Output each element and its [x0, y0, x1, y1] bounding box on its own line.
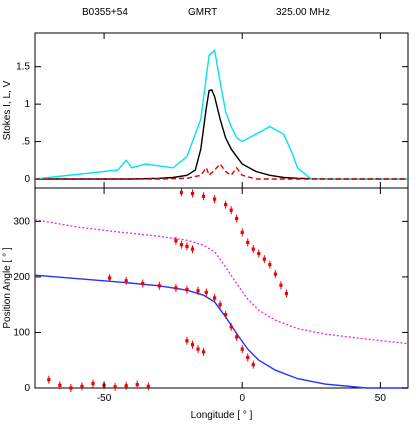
observing-frequency: 325.00 MHz — [276, 7, 330, 18]
pa-point — [246, 240, 250, 245]
pa-point — [91, 381, 95, 386]
pa-point — [212, 197, 217, 201]
pa-track-upper-isle — [174, 236, 195, 254]
pa-y-tick-label: 0 — [24, 383, 30, 394]
pa-point — [185, 244, 189, 248]
pa-track-main-track — [108, 274, 255, 369]
pa-point — [268, 263, 272, 267]
pa-point — [196, 289, 200, 293]
stokes-y-tick-label: 1 — [24, 99, 30, 110]
pa-point — [174, 239, 178, 243]
pa-point — [108, 276, 112, 280]
pa-point — [190, 343, 195, 347]
pa-point — [179, 243, 184, 247]
pa-point — [174, 286, 178, 290]
stokes-axis-title: Stokes I, L, V — [2, 80, 13, 140]
stokes-y-tick-label: 1.5 — [16, 62, 30, 73]
pa-point — [284, 291, 289, 296]
pa-point — [58, 383, 62, 387]
pa-y-tick-label: 300 — [13, 216, 30, 227]
pa-point — [279, 283, 283, 287]
pa-y-tick-label: 200 — [13, 272, 30, 283]
telescope-name: GMRT — [188, 7, 217, 18]
stokes-profile-panel: 0 .5 1 1.5 — [16, 32, 409, 189]
pa-point — [141, 281, 145, 286]
pa-point — [212, 296, 217, 300]
pa-point — [190, 191, 195, 196]
rvm-orthogonal-curve — [34, 219, 409, 345]
pa-point — [185, 288, 189, 292]
pa-point — [251, 363, 255, 367]
pa-point — [47, 378, 51, 382]
pa-point — [124, 384, 128, 388]
pa-point — [201, 350, 206, 354]
pa-x-tick-label: 0 — [239, 393, 245, 404]
pa-point — [124, 279, 128, 283]
stokes-y-tick-label: .5 — [22, 137, 31, 148]
stokes-y-tick-label: 0 — [24, 174, 30, 185]
pa-point — [240, 347, 244, 351]
series-total-intensity — [35, 89, 408, 180]
pa-point — [113, 385, 117, 389]
pa-track-low-track — [47, 375, 150, 392]
pa-point — [185, 339, 189, 343]
pa-x-tick-label: 50 — [375, 393, 387, 404]
source-name: B0355+54 — [82, 7, 128, 18]
pa-point — [190, 247, 195, 251]
pa-point — [201, 194, 206, 198]
pa-point — [69, 386, 73, 390]
pa-track-upper-track — [179, 188, 289, 298]
pa-point — [179, 190, 184, 195]
pa-point — [257, 251, 261, 256]
pa-point — [196, 347, 200, 351]
pa-point — [204, 290, 208, 295]
pa-point — [229, 208, 233, 212]
series-linear-pol — [34, 48, 408, 180]
pa-point — [224, 313, 228, 317]
pa-point — [146, 384, 150, 388]
pa-point — [229, 325, 233, 329]
pa-plot-frame — [34, 187, 409, 389]
pa-point — [80, 384, 84, 388]
rvm-fit-curve — [34, 274, 408, 389]
series-circular-pol — [35, 162, 408, 180]
pa-point — [235, 216, 239, 221]
pa-point — [135, 383, 139, 387]
pa-point — [218, 303, 222, 307]
pa-point — [157, 284, 161, 288]
pa-axis-title: Position Angle [ ° ] — [2, 247, 13, 328]
pa-point — [273, 272, 277, 276]
pa-point — [246, 355, 250, 360]
pa-x-tick-label: -50 — [97, 393, 112, 404]
pa-point — [240, 230, 244, 235]
position-angle-panel: -50 0 50 0 100 200 300 — [13, 187, 409, 404]
longitude-axis-title: Longitude [ ° ] — [191, 410, 253, 421]
pa-point — [224, 203, 228, 207]
pa-point — [262, 257, 266, 261]
pa-y-tick-label: 100 — [13, 327, 30, 338]
pa-point — [235, 335, 239, 339]
pa-track-lower-isle — [185, 336, 206, 356]
pa-point — [251, 247, 255, 251]
